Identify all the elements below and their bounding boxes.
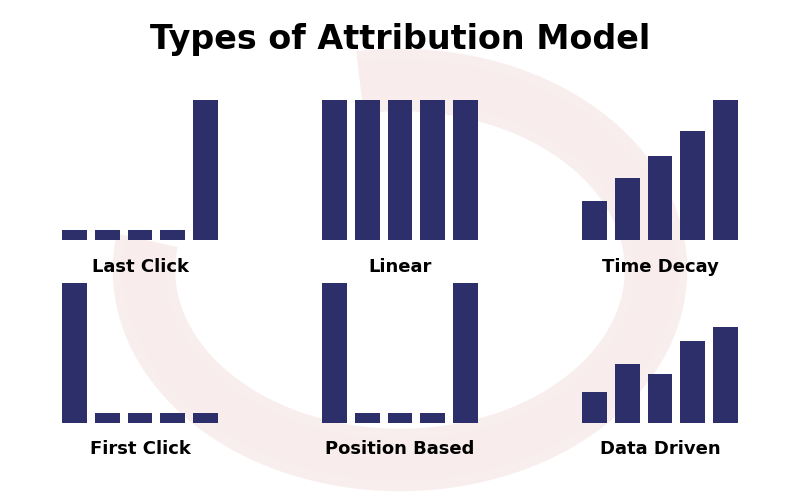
FancyBboxPatch shape [95,230,120,240]
Text: Position Based: Position Based [326,440,474,458]
FancyBboxPatch shape [420,412,445,422]
Text: First Click: First Click [90,440,190,458]
FancyBboxPatch shape [127,412,153,422]
Text: Data Driven: Data Driven [600,440,720,458]
FancyBboxPatch shape [95,412,120,422]
Text: Types of Attribution Model: Types of Attribution Model [150,22,650,56]
FancyBboxPatch shape [582,392,607,422]
Text: Last Click: Last Click [91,258,189,276]
FancyBboxPatch shape [160,230,185,240]
FancyBboxPatch shape [62,282,87,422]
FancyBboxPatch shape [453,100,478,240]
FancyBboxPatch shape [420,100,445,240]
FancyBboxPatch shape [647,156,673,240]
FancyBboxPatch shape [647,374,673,422]
FancyBboxPatch shape [453,282,478,422]
FancyBboxPatch shape [193,100,218,240]
FancyBboxPatch shape [62,230,87,240]
Text: Linear: Linear [368,258,432,276]
FancyBboxPatch shape [615,178,640,240]
FancyBboxPatch shape [680,131,705,240]
FancyBboxPatch shape [387,100,413,240]
FancyBboxPatch shape [127,230,153,240]
FancyBboxPatch shape [713,100,738,240]
FancyBboxPatch shape [193,412,218,422]
FancyBboxPatch shape [713,328,738,422]
FancyBboxPatch shape [387,412,413,422]
FancyBboxPatch shape [322,282,347,422]
FancyBboxPatch shape [322,100,347,240]
FancyBboxPatch shape [680,342,705,422]
FancyBboxPatch shape [582,201,607,240]
Text: Time Decay: Time Decay [602,258,718,276]
FancyBboxPatch shape [160,412,185,422]
FancyBboxPatch shape [615,364,640,422]
FancyBboxPatch shape [355,412,380,422]
FancyBboxPatch shape [355,100,380,240]
